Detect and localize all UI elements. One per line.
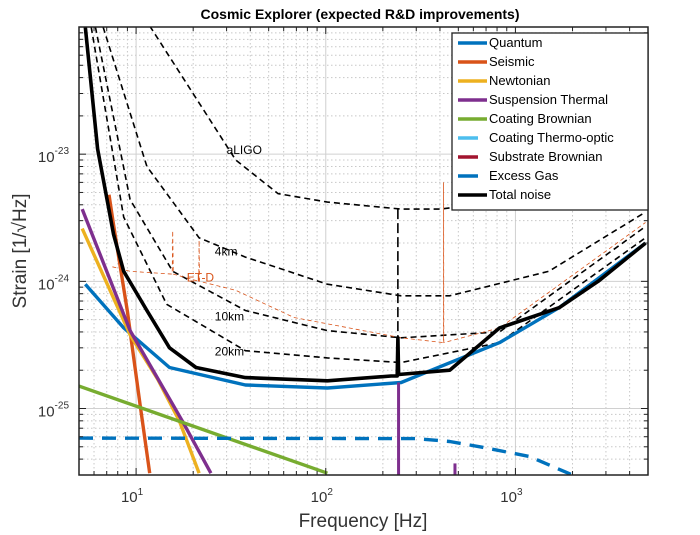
x-axis-label: Frequency [Hz] [299,511,428,532]
legend-label-total-noise: Total noise [489,187,551,202]
legend-label-substrate-brownian: Substrate Brownian [489,149,602,164]
legend-label-seismic: Seismic [489,54,535,69]
reference-curve-4km [102,27,646,297]
annotation-aligo: aLIGO [227,143,262,157]
legend-label-excess-gas: Excess Gas [489,168,559,183]
chart-title: Cosmic Explorer (expected R&D improvemen… [201,6,520,22]
y-tick-label: 10-25 [38,401,70,421]
legend-label-suspension-thermal: Suspension Thermal [489,92,608,107]
reference-curve-et-d [112,182,646,344]
legend-label-coating-brownian: Coating Brownian [489,111,592,126]
y-axis-label: Strain [1/√Hz] [10,194,31,309]
series-quantum [84,241,647,390]
reference-curve-10km [94,27,646,339]
x-tick-label: 101 [121,487,144,506]
annotations: aLIGO 4km 10km 20km ET-D [187,143,262,359]
legend-label-coating-thermo-optic: Coating Thermo-optic [489,130,614,145]
annotation-et-d: ET-D [187,270,215,284]
legend: Quantum Seismic Newtonian Suspension Therma… [451,32,649,211]
series-excess-gas [79,436,577,475]
y-tick-label: 10-24 [38,273,70,293]
legend-label-newtonian: Newtonian [489,73,550,88]
x-tick-label: 103 [500,487,523,506]
x-tick-label: 102 [311,487,334,506]
annotation-4km: 4km [215,244,238,258]
series-suspension-thermal [80,208,213,475]
annotation-20km: 20km [215,345,244,359]
ticks: 101 102 103 10-25 10-24 10-23 [38,26,649,506]
noise-curves [79,27,647,475]
reference-curve-20km [90,27,646,364]
series-coating-brownian [79,384,328,475]
series-seismic [107,194,152,474]
y-tick-label: 10-23 [38,146,70,166]
legend-label-quantum: Quantum [489,35,542,50]
annotation-10km: 10km [215,310,244,324]
series-total-noise [83,27,647,383]
axes-box [78,26,649,476]
